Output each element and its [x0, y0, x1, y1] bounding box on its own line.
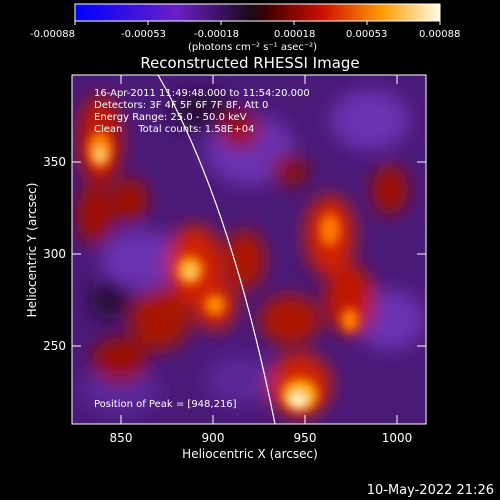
colorbar-tick: -0.00088	[30, 29, 75, 40]
solar-limb-line	[157, 75, 276, 424]
method-counts-text: Clean Total counts: 1.58E+04	[94, 124, 254, 135]
colorbar-tick: -0.00053	[121, 29, 166, 40]
colorbar-unit-label: (photons cm⁻² s⁻¹ asec⁻²)	[188, 42, 317, 53]
energy-range-text: Energy Range: 25.0 - 50.0 keV	[94, 112, 247, 123]
rhessi-image	[72, 75, 426, 424]
colorbar-tick: 0.00088	[419, 29, 460, 40]
plot-title: Reconstructed RHESSI Image	[140, 54, 359, 72]
x-axis-label: Heliocentric X (arcsec)	[182, 447, 318, 461]
y-tick-label: 300	[43, 247, 66, 261]
axis-ticks	[72, 75, 426, 424]
peak-position-text: Position of Peak = [948,216]	[94, 399, 237, 410]
x-tick-label: 900	[202, 431, 225, 445]
time-range-text: 16-Apr-2011 11:49:48.000 to 11:54:20.000	[94, 88, 310, 99]
y-tick-label: 250	[43, 339, 66, 353]
colorbar-gradient	[75, 4, 440, 21]
plot-frame	[71, 74, 427, 425]
detectors-text: Detectors: 3F 4F 5F 6F 7F 8F, Att 0	[94, 100, 268, 111]
colorbar: -0.00088 -0.00053 -0.00018 0.00018 0.000…	[30, 3, 460, 53]
x-tick-label: 850	[110, 431, 133, 445]
colorbar-tick: -0.00018	[194, 29, 239, 40]
render-timestamp: 10-May-2022 21:26	[367, 483, 494, 498]
colorbar-tick: 0.00053	[346, 29, 387, 40]
x-tick-label: 950	[294, 431, 317, 445]
info-annotation: 16-Apr-2011 11:49:48.000 to 11:54:20.000…	[94, 88, 310, 135]
colorbar-tick: 0.00018	[274, 29, 315, 40]
x-tick-label: 1000	[382, 431, 413, 445]
y-tick-label: 350	[43, 155, 66, 169]
y-axis-label: Heliocentric Y (arcsec)	[25, 183, 39, 318]
